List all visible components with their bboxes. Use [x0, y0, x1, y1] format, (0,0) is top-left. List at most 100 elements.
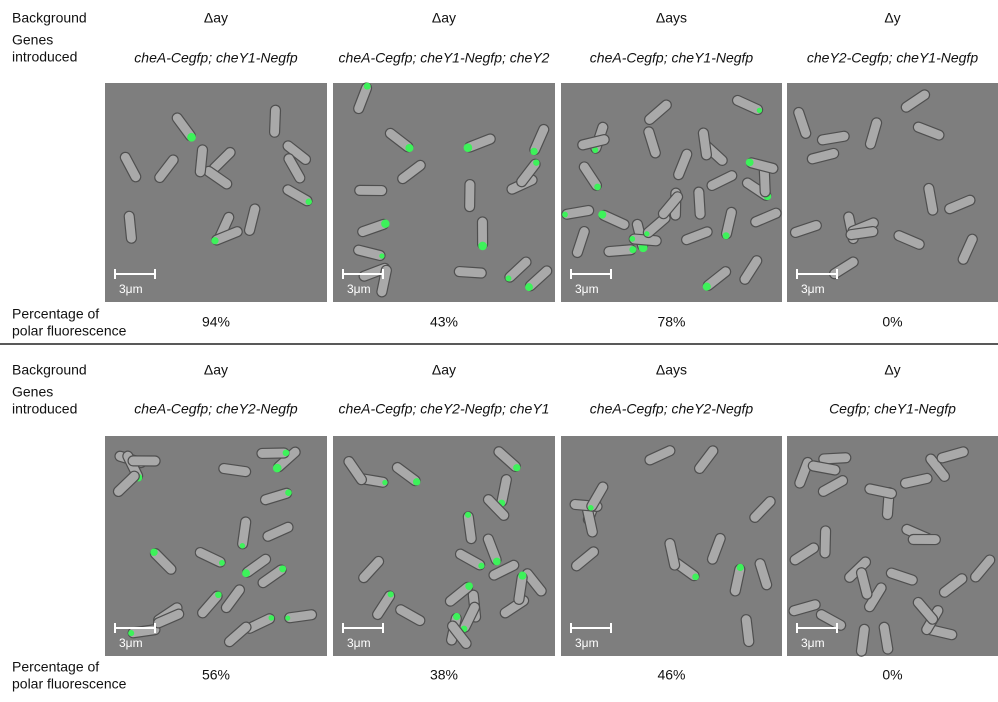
polar-percentage: 0% — [882, 667, 902, 683]
background-strain: Δay — [432, 362, 456, 378]
background-strain: Δays — [656, 362, 687, 378]
fluorescent-spot — [464, 143, 473, 152]
background-strain: Δay — [204, 10, 228, 26]
fluorescent-spot — [379, 253, 384, 258]
background-strain: Δy — [884, 10, 900, 26]
fluorescent-spot — [703, 282, 711, 290]
scale-label: 3μm — [119, 636, 143, 650]
fluorescent-spot — [530, 148, 537, 155]
micrograph: 3μm — [333, 82, 555, 302]
fluorescent-spot — [382, 480, 387, 485]
genes-introduced: cheY2-Cegfp; cheY1-Negfp — [807, 50, 978, 66]
background-strain: Δay — [432, 10, 456, 26]
polar-percentage: 38% — [430, 667, 458, 683]
micrograph: 3μm — [333, 436, 555, 656]
row-label: polar fluorescence — [12, 323, 127, 339]
row-label: Percentage of — [12, 659, 99, 675]
scale-label: 3μm — [801, 282, 825, 296]
fluorescent-spot — [533, 159, 539, 165]
fluorescent-spot — [240, 543, 245, 548]
fluorescent-spot — [364, 83, 371, 90]
row-label: Genes — [12, 384, 53, 400]
scale-label: 3μm — [347, 636, 371, 650]
micrograph: 3μm — [105, 436, 327, 656]
fluorescent-spot — [285, 615, 290, 620]
fluorescent-spot — [269, 615, 275, 621]
fluorescent-spot — [594, 184, 601, 191]
background-strain: Δy — [884, 362, 900, 378]
cell — [128, 456, 160, 466]
fluorescent-spot — [478, 563, 484, 569]
fluorescent-spot — [629, 236, 635, 242]
fluorescent-spot — [562, 212, 568, 218]
fluorescent-spot — [465, 512, 471, 518]
fluorescent-spot — [598, 211, 606, 219]
micrograph: 3μm — [561, 436, 782, 656]
micrograph: 3μm — [787, 83, 998, 302]
row-label: introduced — [12, 401, 77, 417]
scale-label: 3μm — [119, 282, 143, 296]
fluorescent-spot — [273, 464, 282, 473]
genes-introduced: cheA-Cegfp; cheY1-Negfp; cheY2 — [339, 50, 550, 66]
fluorescent-spot — [381, 219, 389, 227]
micrograph-bg — [787, 83, 998, 302]
fluorescent-spot — [283, 450, 290, 457]
fluorescent-spot — [413, 478, 420, 485]
cell — [694, 187, 706, 220]
fluorescent-spot — [737, 564, 744, 571]
background-strain: Δay — [204, 362, 228, 378]
row-label: polar fluorescence — [12, 676, 127, 692]
genes-introduced: Cegfp; cheY1-Negfp — [829, 401, 956, 417]
fluorescent-spot — [388, 591, 394, 597]
genes-introduced: cheA-Cegfp; cheY1-Negfp — [590, 50, 754, 66]
fluorescent-spot — [513, 464, 520, 471]
micrograph: 3μm — [105, 83, 327, 302]
fluorescent-spot — [405, 144, 413, 152]
fluorescent-spot — [629, 246, 636, 253]
fluorescent-spot — [150, 548, 158, 556]
fluorescent-spot — [242, 569, 250, 577]
cell — [820, 526, 831, 558]
micrograph: 3μm — [787, 436, 998, 657]
fluorescent-spot — [219, 560, 225, 566]
fluorescent-spot — [746, 159, 754, 167]
micrograph: 3μm — [561, 83, 783, 302]
fluorescent-spot — [644, 231, 649, 236]
fluorescent-spot — [588, 505, 594, 511]
row-label: Background — [12, 10, 87, 26]
cell — [465, 179, 475, 211]
row-label: Percentage of — [12, 306, 99, 322]
genes-introduced: cheA-Cegfp; cheY2-Negfp — [134, 401, 298, 417]
fluorescent-spot — [493, 558, 501, 566]
scale-label: 3μm — [347, 282, 371, 296]
fluorescent-spot — [306, 199, 312, 205]
row-label: Genes — [12, 32, 53, 48]
polar-percentage: 78% — [657, 314, 685, 330]
background-strain: Δays — [656, 10, 687, 26]
figure: BackgroundGenesintroducedPercentage ofpo… — [0, 0, 998, 697]
genes-introduced: cheA-Cegfp; cheY2-Negfp; cheY1 — [339, 401, 550, 417]
genes-introduced: cheA-Cegfp; cheY2-Negfp — [590, 401, 754, 417]
cell — [269, 105, 280, 137]
scale-label: 3μm — [575, 282, 599, 296]
fluorescent-spot — [723, 232, 730, 239]
micrograph-bg — [333, 436, 555, 656]
fluorescent-spot — [187, 133, 196, 142]
fluorescent-spot — [518, 572, 526, 580]
fluorescent-spot — [525, 283, 533, 291]
cell — [908, 534, 940, 544]
polar-percentage: 43% — [430, 314, 458, 330]
fluorescent-spot — [215, 591, 222, 598]
fluorescent-spot — [453, 613, 460, 620]
fluorescent-spot — [478, 242, 487, 251]
row-label: introduced — [12, 49, 77, 65]
fluorescent-spot — [279, 565, 286, 572]
cell — [454, 266, 487, 278]
row-label: Background — [12, 362, 87, 378]
genes-introduced: cheA-Cegfp; cheY1-Negfp — [134, 50, 298, 66]
fluorescent-spot — [505, 275, 511, 281]
fluorescent-spot — [211, 237, 218, 244]
scale-label: 3μm — [801, 636, 825, 650]
scale-label: 3μm — [575, 636, 599, 650]
polar-percentage: 56% — [202, 667, 230, 683]
